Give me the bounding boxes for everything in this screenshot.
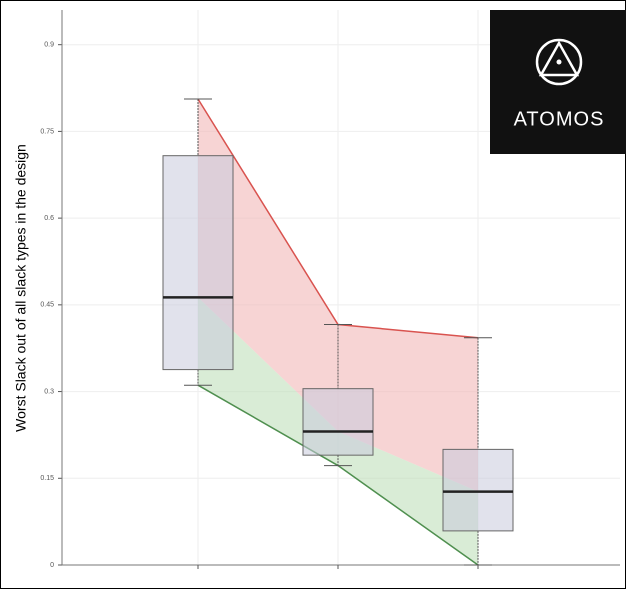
y-tick-label: 0.6 [44, 215, 54, 222]
lower-band [198, 297, 478, 565]
logo-text: ATOMOS [514, 108, 605, 130]
y-tick-label: 0 [50, 562, 54, 569]
upper-band [198, 99, 478, 492]
logo-icon [556, 59, 562, 65]
y-axis-label: Worst Slack out of all slack types in th… [13, 144, 29, 432]
logo-icon [535, 38, 583, 86]
logo: ATOMOS [490, 10, 626, 154]
box [302, 388, 374, 456]
logo-box [490, 10, 626, 154]
y-tick-label: 0.3 [44, 388, 54, 395]
logo-icon [538, 40, 580, 77]
y-tick-label: 0.15 [40, 475, 54, 482]
y-tick-label: 0.75 [40, 128, 54, 135]
box [162, 155, 234, 371]
box [442, 448, 514, 532]
y-tick-label: 0.9 [44, 42, 54, 49]
y-tick-label: 0.45 [40, 302, 54, 309]
